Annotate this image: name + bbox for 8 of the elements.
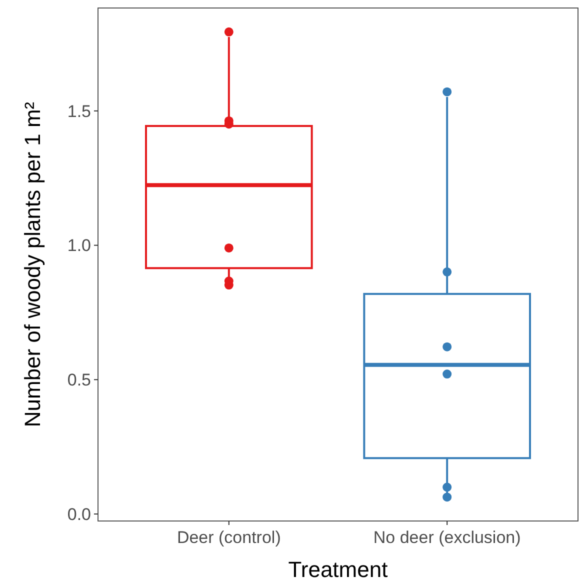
y-tick-label: 1.5: [67, 102, 91, 121]
x-tick-label: No deer (exclusion): [373, 528, 521, 547]
x-axis-title: Treatment: [288, 557, 388, 581]
x-tick-label: Deer (control): [176, 528, 281, 547]
y-tick-label: 0.5: [67, 370, 91, 390]
y-tick-label: 0.0: [67, 504, 91, 524]
y-tick-label: 1.0: [67, 236, 91, 256]
y-axis-title: Number of woody plants per 1 m²: [20, 102, 45, 428]
